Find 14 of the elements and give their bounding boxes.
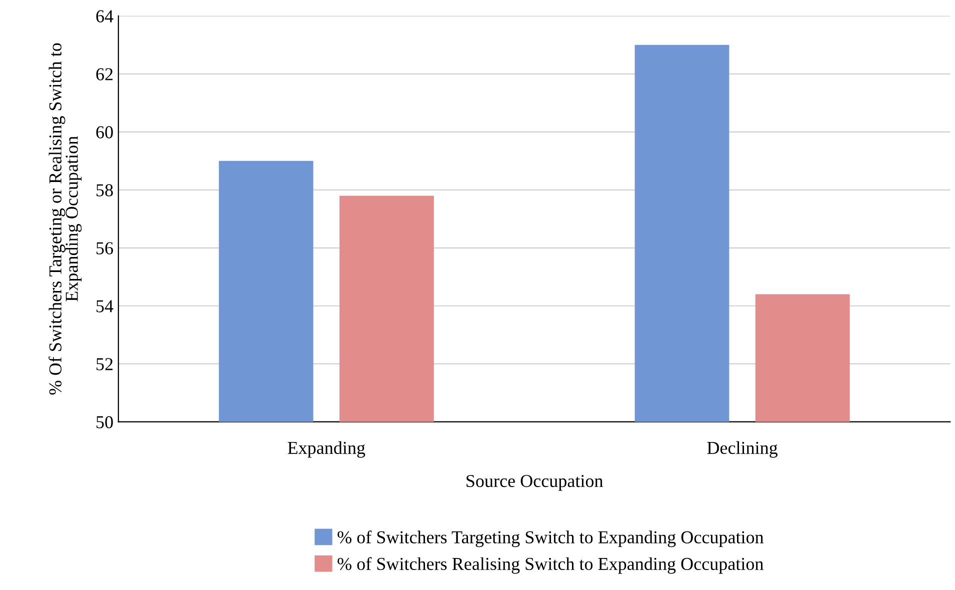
x-tick-label: Expanding	[288, 441, 366, 458]
y-tick-label: 60	[96, 126, 113, 138]
y-axis-title: % Of Switchers Targeting or Realising Switch to Expanding Occupation	[48, 43, 82, 395]
x-tick-label: Declining	[707, 441, 778, 458]
y-tick-label: 50	[96, 416, 113, 428]
legend-label: % of Switchers Targeting Switch to Expanding Occupation	[338, 530, 764, 548]
y-tick-label: 58	[96, 184, 113, 196]
x-axis-title: Source Occupation	[466, 474, 603, 491]
y-tick-label: 54	[96, 300, 114, 312]
legend-label: % of Switchers Realising Switch to Expanding Occupation	[338, 557, 764, 574]
y-tick-label: 56	[96, 242, 114, 254]
y-tick-label: 62	[96, 68, 113, 80]
y-tick-label: 52	[96, 358, 113, 370]
y-tick-label: 64	[96, 10, 114, 22]
